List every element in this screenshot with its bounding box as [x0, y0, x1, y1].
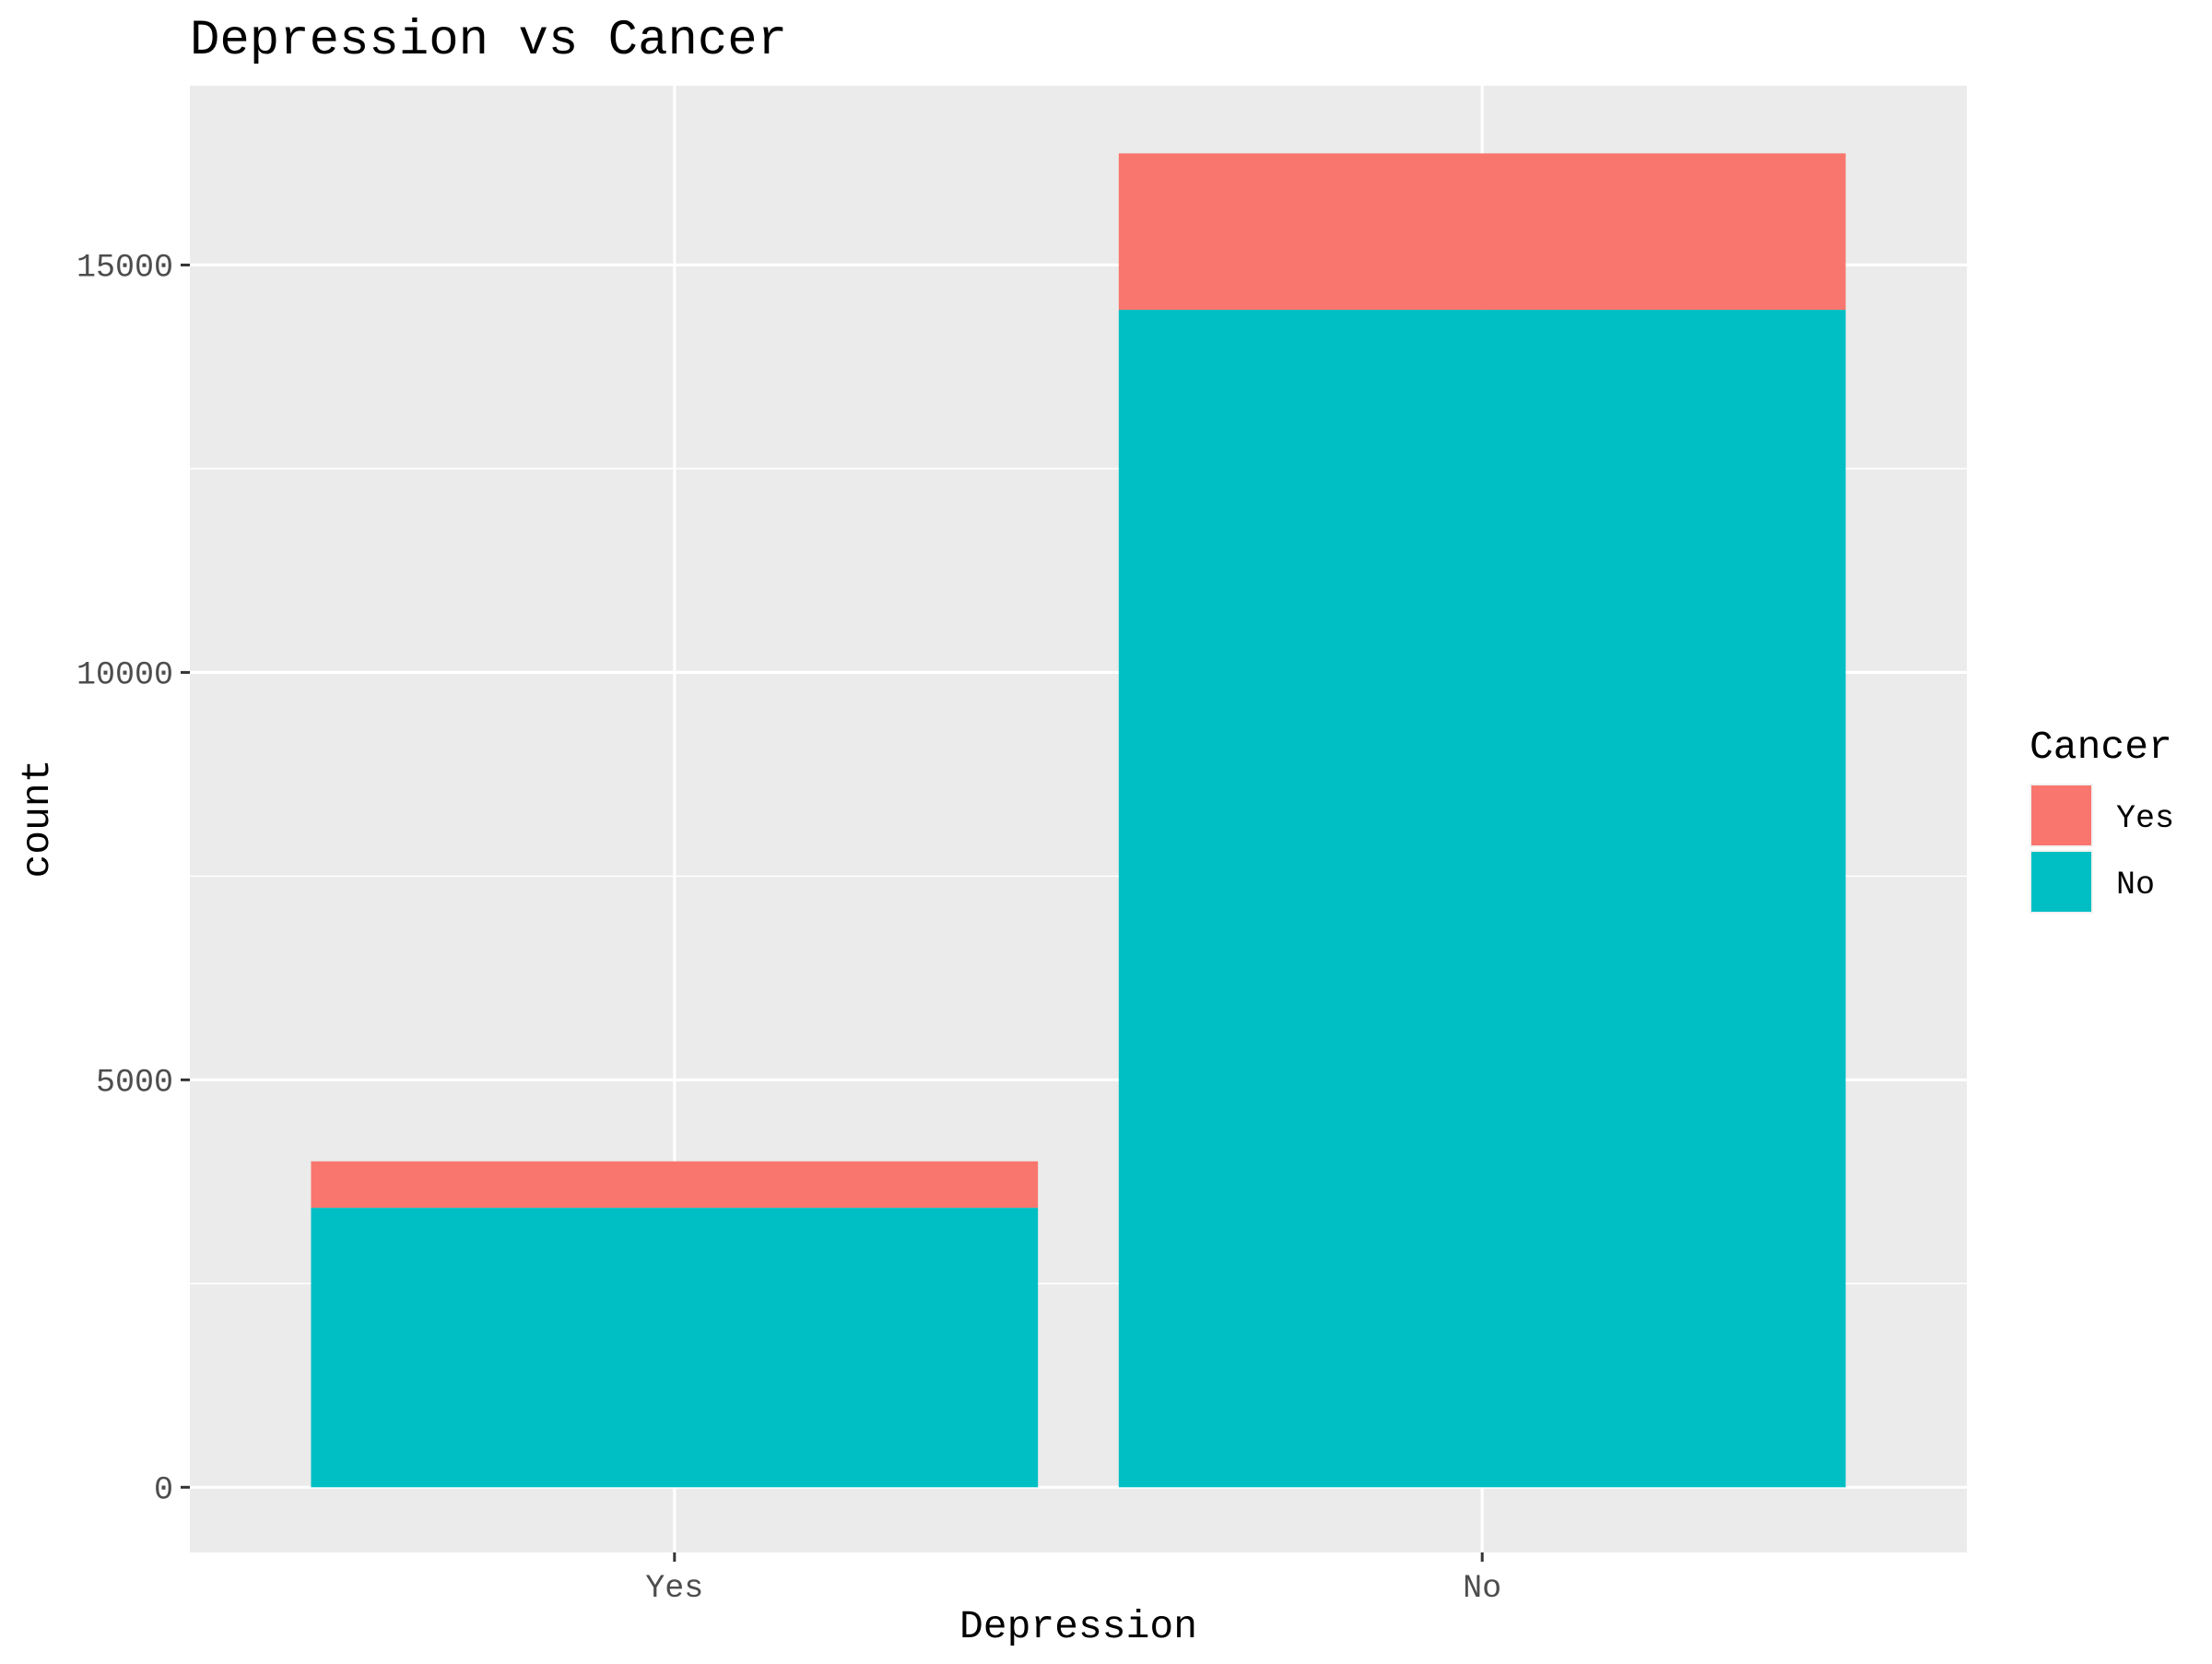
- bar-segment-yes: [311, 1161, 1039, 1209]
- legend-key-swatch: [2031, 852, 2091, 912]
- bars: [311, 153, 1846, 1488]
- bar-segment-no: [311, 1208, 1039, 1488]
- x-axis-title: Depression: [959, 1604, 1197, 1649]
- chart-title: Depression vs Cancer: [190, 13, 787, 69]
- bar-segment-yes: [1118, 153, 1846, 311]
- bar-segment-no: [1118, 310, 1846, 1488]
- legend-key-swatch: [2031, 785, 2091, 845]
- y-tick-label: 15000: [76, 249, 173, 286]
- legend-label: No: [2116, 867, 2155, 903]
- y-tick-label: 5000: [96, 1064, 173, 1101]
- legend-label: Yes: [2116, 800, 2174, 837]
- y-tick-label: 10000: [76, 656, 173, 693]
- y-tick-label: 0: [154, 1471, 173, 1508]
- x-tick-label: Yes: [645, 1570, 703, 1607]
- x-axis: Yes No: [645, 1552, 1501, 1607]
- legend-title: Cancer: [2030, 725, 2172, 770]
- x-tick-label: No: [1463, 1570, 1501, 1607]
- y-axis: 0 5000 10000 15000: [76, 249, 190, 1508]
- legend: Cancer Yes No: [2030, 725, 2174, 914]
- y-axis-title: count: [15, 759, 60, 878]
